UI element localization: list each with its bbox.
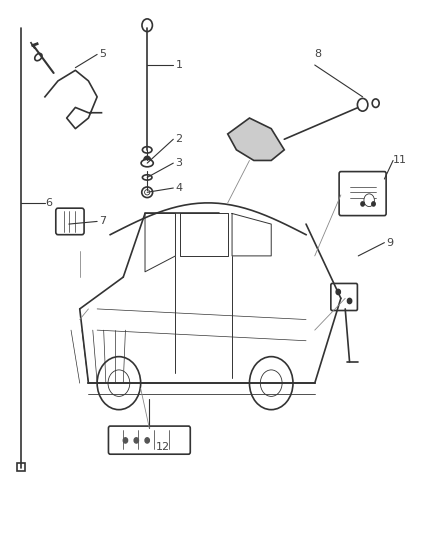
Text: 4: 4: [176, 183, 183, 193]
Circle shape: [108, 370, 130, 397]
Text: 5: 5: [99, 50, 106, 59]
Circle shape: [260, 370, 282, 397]
Bar: [17, 463, 25, 471]
Text: 2: 2: [176, 134, 183, 144]
Circle shape: [361, 202, 364, 206]
Polygon shape: [228, 118, 284, 160]
Ellipse shape: [142, 175, 152, 180]
Text: 7: 7: [99, 216, 106, 227]
Ellipse shape: [142, 147, 152, 153]
Ellipse shape: [35, 53, 42, 61]
FancyBboxPatch shape: [339, 172, 386, 216]
Circle shape: [364, 194, 374, 207]
Ellipse shape: [142, 187, 152, 198]
Circle shape: [336, 289, 340, 295]
Circle shape: [347, 298, 352, 304]
FancyBboxPatch shape: [331, 284, 357, 311]
Text: 12: 12: [156, 442, 170, 452]
Circle shape: [357, 99, 368, 111]
Text: 3: 3: [176, 158, 183, 168]
Circle shape: [142, 19, 152, 31]
FancyBboxPatch shape: [109, 426, 190, 454]
Ellipse shape: [141, 159, 153, 167]
Circle shape: [250, 357, 293, 410]
Circle shape: [372, 99, 379, 108]
Circle shape: [123, 438, 127, 443]
FancyBboxPatch shape: [56, 208, 84, 235]
Circle shape: [144, 156, 151, 165]
Circle shape: [372, 202, 375, 206]
Circle shape: [97, 357, 141, 410]
Text: 1: 1: [176, 60, 183, 70]
Text: 11: 11: [393, 156, 407, 165]
Text: 8: 8: [315, 50, 322, 59]
Circle shape: [134, 438, 138, 443]
Ellipse shape: [145, 190, 150, 195]
Text: 9: 9: [387, 238, 394, 248]
Text: 6: 6: [45, 198, 52, 208]
Circle shape: [145, 438, 149, 443]
